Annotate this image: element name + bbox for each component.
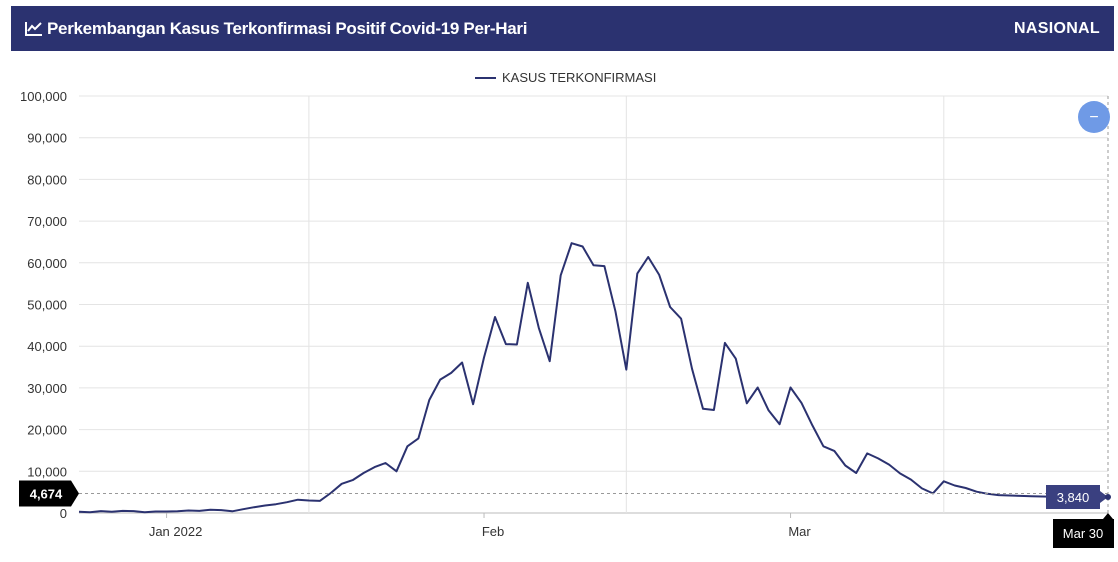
zoom-out-button[interactable]: − <box>1078 101 1110 133</box>
x-tick-label: Mar <box>788 524 811 539</box>
y-tick-label: 30,000 <box>27 381 67 396</box>
minus-icon: − <box>1089 109 1098 126</box>
y-tick-label: 40,000 <box>27 339 67 354</box>
hover-point <box>1105 493 1111 500</box>
x-tick-label: Feb <box>482 524 504 539</box>
x-tick-label: Jan 2022 <box>149 524 203 539</box>
title-group: Perkembangan Kasus Terkonfirmasi Positif… <box>25 19 527 39</box>
legend-label: KASUS TERKONFIRMASI <box>502 70 656 85</box>
y-tick-label: 0 <box>60 506 67 521</box>
y-tick-label: 80,000 <box>27 172 67 187</box>
crosshair-x-label: Mar 30 <box>1053 513 1114 548</box>
value-tooltip: 3,840 <box>1046 484 1111 509</box>
series-line-group <box>78 242 1108 514</box>
series-line-kasus-terkonfirmasi[interactable] <box>78 242 1108 514</box>
chart-area: 0 10,000 20,000 30,000 40,000 50,000 60,000 70,… <box>0 51 1118 557</box>
y-tick-label: 90,000 <box>27 131 67 146</box>
y-tick-label: 60,000 <box>27 256 67 271</box>
gridlines <box>79 95 1108 514</box>
svg-text:Mar 30: Mar 30 <box>1063 526 1103 541</box>
crosshair: 4,674 Mar 30 3,840 <box>19 96 1114 548</box>
x-axis: Jan 2022 Feb Mar <box>149 513 811 539</box>
y-tick-label: 50,000 <box>27 298 67 313</box>
line-chart-icon <box>25 21 42 36</box>
chart-title: Perkembangan Kasus Terkonfirmasi Positif… <box>47 18 528 38</box>
y-tick-label: 20,000 <box>27 423 67 438</box>
chart-header: Perkembangan Kasus Terkonfirmasi Positif… <box>11 6 1114 51</box>
crosshair-y-label: 4,674 <box>19 480 79 507</box>
svg-text:3,840: 3,840 <box>1057 490 1090 505</box>
svg-text:4,674: 4,674 <box>30 487 63 502</box>
line-chart: 0 10,000 20,000 30,000 40,000 50,000 60,000 70,… <box>19 70 1114 548</box>
legend[interactable]: KASUS TERKONFIRMASI <box>475 70 656 85</box>
region-label: NASIONAL <box>1014 19 1100 37</box>
y-tick-label: 70,000 <box>27 214 67 229</box>
y-axis: 0 10,000 20,000 30,000 40,000 50,000 60,000 70,… <box>20 89 67 521</box>
y-tick-label: 100,000 <box>20 89 67 104</box>
y-tick-label: 10,000 <box>27 464 67 479</box>
